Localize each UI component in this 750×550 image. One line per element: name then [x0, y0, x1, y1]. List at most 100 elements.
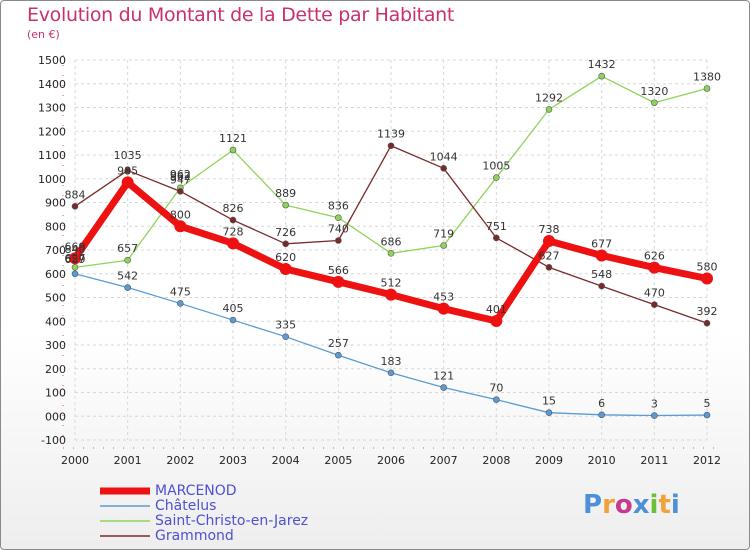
data-point-grammond: [387, 142, 395, 150]
legend-label-saint-christo: Saint-Christo-en-Jarez: [155, 513, 309, 529]
data-label-saint-christo-en-jarez: 1380: [693, 71, 721, 84]
legend-swatch-grammond: [100, 535, 150, 537]
data-point-grammond: [282, 240, 289, 248]
data-point-ch-telus: [335, 351, 342, 359]
data-label-overlap: 659: [65, 253, 86, 266]
data-point-marcenod: [332, 275, 345, 288]
x-tick-label: 2011: [640, 454, 668, 467]
data-label-grammond: 726: [275, 226, 296, 239]
data-point-grammond: [598, 282, 605, 290]
data-point-saint-christo-en-jarez: [493, 174, 500, 181]
data-point-ch-telus: [651, 412, 658, 419]
data-label-grammond: 947: [170, 173, 191, 186]
data-point-grammond: [124, 167, 131, 174]
data-point-ch-telus: [229, 316, 237, 324]
data-point-saint-christo-en-jarez: [229, 146, 237, 154]
data-label-grammond: 470: [644, 287, 665, 300]
data-label-marcenod: 580: [697, 261, 718, 274]
data-label-marcenod: 738: [539, 223, 560, 236]
data-label-grammond: 627: [539, 249, 560, 262]
data-point-ch-telus: [124, 284, 131, 291]
data-point-ch-telus: [440, 384, 447, 391]
data-label-grammond: 740: [328, 223, 349, 236]
y-tick-label: 900: [45, 197, 66, 210]
x-tick-label: 2012: [693, 454, 721, 467]
data-point-grammond: [493, 234, 500, 242]
data-label-ch-telus: 15: [542, 395, 556, 408]
data-point-marcenod: [437, 302, 450, 315]
data-label-marcenod: 626: [644, 250, 665, 263]
data-label-marcenod: 677: [591, 237, 612, 250]
logo-letter: x: [632, 490, 650, 520]
x-tick-label: 2010: [588, 454, 616, 467]
legend-item-chatelus: Châtelus: [100, 499, 360, 514]
data-point-grammond: [71, 203, 79, 210]
data-point-saint-christo-en-jarez: [651, 99, 658, 107]
data-label-overlap: 1035: [114, 149, 142, 162]
data-label-marcenod: 512: [381, 277, 402, 290]
data-label-grammond: 1139: [377, 128, 405, 141]
x-tick-label: 2007: [430, 454, 458, 467]
y-tick-label: 1200: [38, 125, 66, 138]
data-point-ch-telus: [598, 411, 605, 419]
data-label-ch-telus: 183: [381, 355, 402, 368]
y-tick-label: 600: [45, 268, 66, 281]
y-tick-label: 1100: [38, 149, 66, 162]
data-label-ch-telus: 335: [275, 319, 296, 332]
data-point-ch-telus: [493, 396, 500, 403]
data-label-saint-christo-en-jarez: 1320: [640, 85, 668, 98]
logo-letter: o: [614, 490, 633, 520]
y-tick-label: 100: [45, 387, 66, 400]
data-label-saint-christo-en-jarez: 1432: [588, 58, 616, 71]
x-tick-label: 2000: [61, 454, 89, 467]
data-point-ch-telus: [703, 411, 711, 419]
proxiti-logo: Proxiti: [583, 490, 680, 520]
x-tick-label: 2003: [219, 454, 247, 467]
data-point-saint-christo-en-jarez: [71, 264, 79, 271]
data-label-ch-telus: 405: [223, 302, 244, 315]
data-point-saint-christo-en-jarez: [545, 106, 553, 113]
data-point-marcenod: [121, 176, 134, 189]
legend: MARCENOD Châtelus Saint-Christo-en-Jarez…: [100, 484, 360, 544]
data-label-grammond: 751: [486, 220, 507, 233]
data-label-marcenod: 800: [170, 208, 191, 221]
data-label-ch-telus: 542: [117, 270, 138, 283]
data-label-ch-telus: 121: [433, 370, 454, 383]
data-label-ch-telus: 70: [489, 382, 503, 395]
data-point-saint-christo-en-jarez: [703, 85, 711, 92]
data-label-marcenod: 401: [486, 303, 507, 316]
data-label-ch-telus: 3: [651, 398, 658, 411]
data-label-saint-christo-en-jarez: 962: [170, 170, 191, 183]
data-label-ch-telus: 475: [170, 285, 191, 298]
x-tick-label: 2009: [535, 454, 563, 467]
data-point-grammond: [229, 216, 237, 224]
data-label-marcenod: 669: [65, 240, 86, 253]
data-label-marcenod: 566: [328, 264, 349, 277]
data-label-overlap: 627: [65, 252, 86, 265]
data-point-marcenod: [701, 272, 713, 285]
data-point-saint-christo-en-jarez: [124, 256, 131, 264]
data-point-marcenod: [490, 315, 503, 328]
data-label-grammond: 826: [223, 202, 244, 215]
y-tick-label: 1500: [38, 54, 66, 67]
data-point-saint-christo-en-jarez: [282, 201, 289, 209]
legend-label-marcenod: MARCENOD: [155, 483, 237, 499]
y-tick-label: -100: [41, 434, 66, 447]
x-tick-label: 2005: [324, 454, 352, 467]
y-tick-label: 200: [45, 363, 66, 376]
data-point-marcenod: [648, 261, 661, 274]
data-label-saint-christo-en-jarez: 1121: [219, 132, 247, 145]
y-tick-label: 1400: [38, 78, 66, 91]
data-label-ch-telus: 257: [328, 337, 349, 350]
data-point-ch-telus: [545, 409, 553, 416]
x-tick-label: 2008: [482, 454, 510, 467]
data-label-grammond: 884: [65, 188, 86, 201]
y-tick-label: 400: [45, 315, 66, 328]
data-point-marcenod: [69, 252, 81, 265]
data-point-marcenod: [385, 288, 397, 301]
data-label-overlap: 962: [170, 168, 191, 181]
data-label-overlap: 840: [65, 243, 86, 256]
data-point-grammond: [177, 188, 184, 195]
data-point-marcenod: [279, 263, 292, 275]
